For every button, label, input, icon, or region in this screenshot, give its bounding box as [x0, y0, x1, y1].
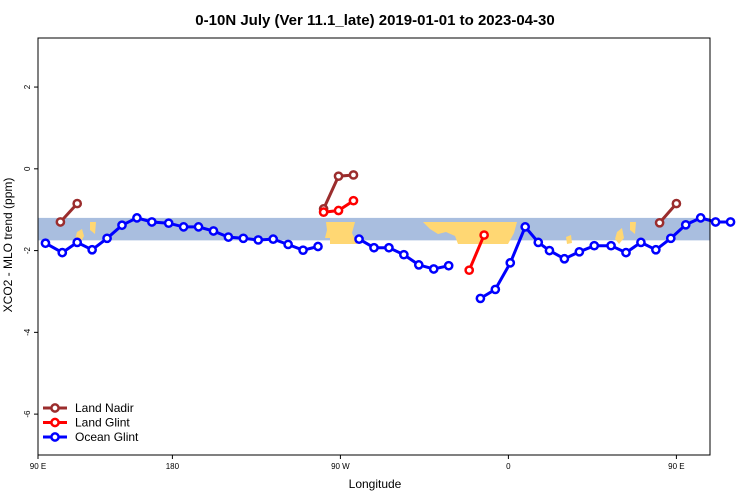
- data-point: [354, 234, 364, 244]
- data-point: [72, 237, 83, 248]
- data-point: [348, 170, 359, 180]
- y-tick-label: 0: [23, 166, 32, 171]
- data-point: [238, 233, 249, 244]
- data-point: [87, 244, 97, 255]
- data-point: [298, 245, 308, 256]
- data-point: [520, 222, 531, 232]
- data-point: [443, 260, 454, 271]
- data-point: [348, 195, 359, 206]
- land-mass: [90, 222, 96, 234]
- data-point: [475, 293, 486, 304]
- series-line: [467, 234, 486, 271]
- data-point: [117, 220, 127, 231]
- chart-title: 0-10N July (Ver 11.1_late) 2019-01-01 to…: [195, 12, 554, 29]
- data-point: [665, 233, 676, 244]
- data-point: [544, 245, 555, 256]
- data-point: [369, 242, 379, 253]
- data-point: [399, 249, 409, 260]
- land-mass: [330, 222, 357, 244]
- data-point: [333, 171, 344, 182]
- data-point: [533, 237, 544, 248]
- legend-label: Ocean Glint: [75, 430, 139, 444]
- data-point: [464, 265, 475, 276]
- data-point: [102, 233, 112, 244]
- data-point: [268, 234, 279, 244]
- legend-marker: [50, 403, 60, 413]
- data-point: [132, 213, 142, 223]
- data-point: [479, 230, 489, 240]
- x-axis-label: Longitude: [349, 477, 402, 491]
- y-tick-label: -6: [23, 410, 32, 418]
- data-point: [318, 207, 329, 218]
- x-tick-label: 0: [506, 462, 511, 471]
- plot-frame: [37, 37, 711, 456]
- land-mass: [630, 222, 636, 234]
- data-point: [208, 226, 219, 236]
- legend-label: Land Glint: [75, 416, 130, 430]
- data-point: [283, 239, 293, 250]
- y-tick-label: -4: [23, 328, 32, 336]
- y-tick-label: 2: [23, 84, 32, 89]
- land-mass: [423, 222, 517, 244]
- x-tick-label: 90 W: [331, 462, 350, 471]
- data-point: [428, 264, 439, 274]
- data-point: [680, 219, 691, 230]
- data-point: [654, 217, 665, 228]
- data-point: [413, 260, 424, 270]
- data-point: [55, 217, 66, 227]
- legend-marker: [50, 432, 60, 442]
- land-mass: [566, 235, 572, 244]
- data-point: [606, 240, 616, 251]
- data-point: [695, 213, 706, 223]
- data-point: [490, 284, 501, 295]
- data-point: [505, 258, 516, 268]
- y-tick-label: -2: [23, 246, 32, 254]
- ocean-band: [38, 217, 710, 241]
- land-mass: [615, 228, 624, 244]
- data-point: [333, 205, 344, 216]
- x-tick-label: 90 E: [30, 462, 46, 471]
- data-point: [313, 241, 323, 252]
- x-tick-label: 180: [166, 462, 180, 471]
- data-point: [72, 198, 83, 209]
- series-lines: [40, 170, 736, 304]
- latitude-band: [38, 217, 710, 244]
- data-point: [193, 222, 204, 232]
- data-point: [147, 217, 157, 227]
- data-point: [636, 237, 646, 248]
- data-point: [725, 217, 736, 227]
- legend-marker: [50, 417, 60, 428]
- data-point: [651, 244, 661, 255]
- data-point: [223, 232, 234, 242]
- data-point: [710, 217, 721, 227]
- data-point: [40, 238, 51, 249]
- y-axis-label: XCO2 - MLO trend (ppm): [1, 178, 15, 313]
- data-point: [559, 253, 570, 264]
- data-point: [574, 246, 585, 257]
- data-point: [178, 222, 189, 232]
- data-point: [589, 240, 600, 251]
- data-point: [384, 242, 394, 253]
- legend-label: Land Nadir: [75, 401, 134, 415]
- data-point: [253, 235, 264, 245]
- x-tick-label: 90 E: [668, 462, 684, 471]
- data-point: [671, 198, 682, 209]
- data-point: [163, 218, 174, 229]
- data-point: [57, 247, 68, 258]
- data-point: [621, 247, 631, 258]
